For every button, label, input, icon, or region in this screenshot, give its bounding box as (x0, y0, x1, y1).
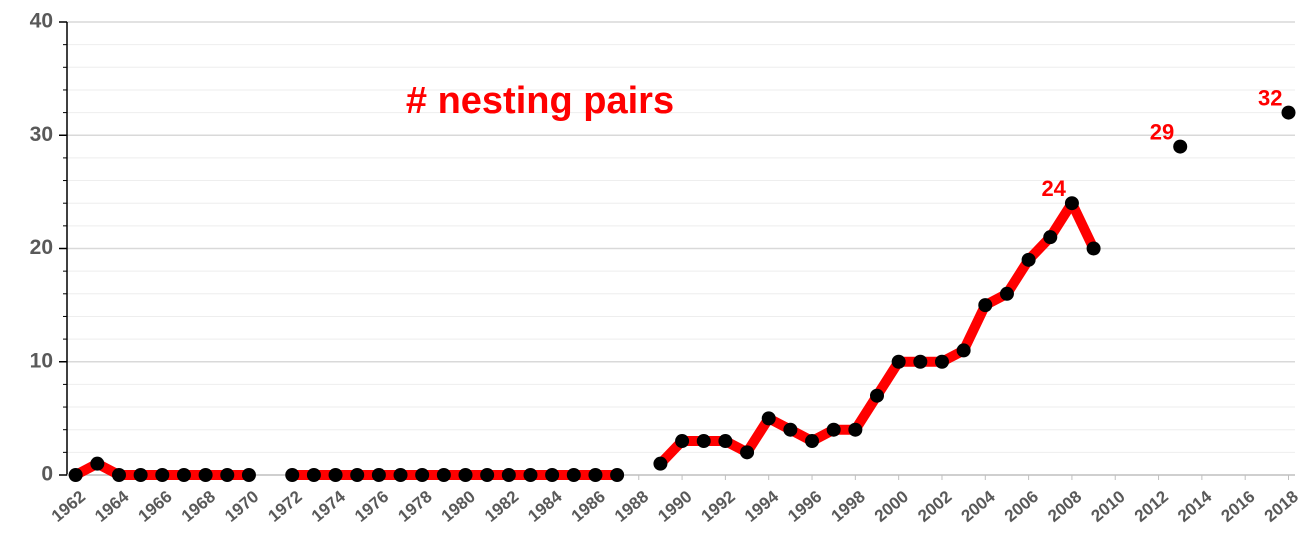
x-tick-label: 2016 (1217, 487, 1258, 526)
data-point (1281, 105, 1296, 120)
data-point (68, 468, 83, 482)
data-point (588, 468, 603, 482)
data-point (393, 468, 408, 482)
x-tick-label: 1998 (828, 487, 869, 526)
x-tick-label: 1984 (524, 487, 566, 526)
data-point (501, 468, 516, 482)
data-label: 29 (1150, 119, 1174, 144)
data-point (1064, 196, 1079, 211)
y-tick-label: 30 (30, 123, 53, 146)
data-point (220, 468, 235, 482)
data-point (891, 354, 906, 369)
data-point (978, 298, 993, 313)
y-tick-label: 0 (41, 463, 53, 486)
data-point (350, 468, 365, 482)
x-tick-label: 1972 (265, 487, 306, 526)
data-point (1173, 139, 1188, 154)
data-label: 24 (1041, 176, 1066, 201)
data-point (566, 468, 581, 482)
data-point (90, 456, 105, 471)
x-tick-label: 2008 (1044, 487, 1085, 526)
x-tick-label: 1962 (48, 487, 89, 526)
x-tick-label: 2018 (1261, 487, 1302, 526)
y-tick-label: 40 (30, 10, 53, 33)
data-point (1021, 252, 1036, 267)
x-tick-label: 1996 (784, 487, 825, 526)
x-tick-label: 2010 (1088, 487, 1129, 526)
data-point (783, 422, 798, 437)
x-tick-label: 1970 (221, 487, 262, 526)
data-point (133, 468, 148, 482)
data-point (111, 468, 126, 482)
x-tick-label: 1986 (568, 487, 609, 526)
data-point (761, 411, 776, 426)
data-point (913, 354, 928, 369)
x-tick-label: 1992 (698, 487, 739, 526)
x-tick-label: 1964 (91, 487, 133, 526)
x-tick-label: 2006 (1001, 487, 1042, 526)
x-tick-label: 1976 (351, 487, 392, 526)
data-point (371, 468, 386, 482)
data-point (1043, 230, 1058, 245)
y-tick-label: 10 (30, 349, 53, 372)
data-point (675, 434, 690, 449)
data-point (999, 286, 1014, 301)
x-tick-label: 1988 (611, 487, 652, 526)
data-point (718, 434, 733, 449)
data-point (1086, 241, 1101, 256)
x-tick-label: 1990 (654, 487, 695, 526)
data-point (740, 445, 755, 460)
data-point (480, 468, 495, 482)
data-point (870, 388, 885, 403)
data-point (696, 434, 711, 449)
data-label: 32 (1258, 85, 1282, 110)
y-tick-label: 20 (30, 236, 53, 259)
data-point (934, 354, 949, 369)
x-tick-label: 1978 (394, 487, 435, 526)
x-tick-label: 1968 (178, 487, 219, 526)
x-tick-label: 2000 (871, 487, 912, 526)
data-point (436, 468, 451, 482)
x-tick-label: 1974 (308, 487, 350, 526)
data-point (241, 468, 256, 482)
data-point (826, 422, 841, 437)
x-tick-label: 2004 (958, 487, 1000, 526)
data-point (610, 468, 625, 482)
x-tick-label: 1980 (438, 487, 479, 526)
data-point (653, 456, 668, 471)
x-tick-label: 1994 (741, 487, 783, 526)
data-point (328, 468, 343, 482)
data-point (306, 468, 321, 482)
chart-title: # nesting pairs (406, 80, 674, 122)
x-tick-label: 2012 (1131, 487, 1172, 526)
data-point (176, 468, 191, 482)
data-point (545, 468, 560, 482)
data-point (805, 434, 820, 449)
data-point (458, 468, 473, 482)
x-tick-label: 2014 (1174, 487, 1216, 526)
x-tick-label: 1966 (135, 487, 176, 526)
data-point (285, 468, 300, 482)
grid (59, 21, 1295, 480)
data-point (155, 468, 170, 482)
data-point (415, 468, 430, 482)
data-point (848, 422, 863, 437)
data-point (523, 468, 538, 482)
data-point (198, 468, 213, 482)
data-point (956, 343, 971, 358)
x-tick-label: 2002 (914, 487, 955, 526)
x-tick-label: 1982 (481, 487, 522, 526)
